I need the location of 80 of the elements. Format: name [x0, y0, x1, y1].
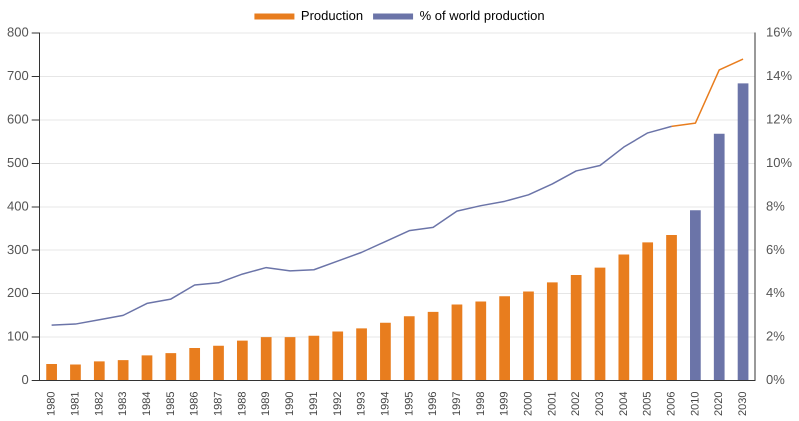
y2-tick-label: 14%: [766, 68, 792, 84]
y-tick-label: 800: [6, 24, 29, 40]
y2-tick-label: 16%: [766, 24, 792, 40]
x-tick-label: 2006: [666, 392, 678, 416]
bar: [499, 296, 510, 380]
bar: [142, 355, 152, 380]
x-tick-label: 1980: [46, 392, 58, 416]
x-tick-label: 1995: [403, 392, 416, 416]
bar: [666, 235, 677, 380]
y2-tick-label: 6%: [766, 242, 786, 257]
y2-tick-label: 2%: [766, 328, 786, 344]
bar: [642, 242, 654, 380]
bar: [70, 364, 81, 380]
x-tick-label: 1993: [356, 392, 368, 416]
x-tick-label: 1989: [260, 392, 272, 416]
y2-tick-label: 4%: [766, 285, 786, 300]
x-tick-label: 1992: [332, 392, 344, 416]
bar: [236, 340, 248, 380]
bar: [284, 337, 296, 380]
bar: [356, 328, 367, 380]
x-tick-label: 2004: [618, 392, 630, 416]
x-tick-label: 1996: [427, 392, 440, 416]
x-tick-label: 1987: [212, 392, 225, 416]
bar: [213, 346, 224, 380]
x-tick-label: 2005: [642, 392, 654, 416]
y-tick-label: 500: [6, 154, 29, 170]
bar: [332, 331, 344, 380]
bar: [714, 134, 725, 380]
bar: [428, 312, 438, 380]
bar: [738, 83, 748, 380]
x-tick-label: 1991: [308, 392, 320, 416]
x-tick-label: 1985: [164, 392, 177, 416]
bar: [570, 274, 582, 380]
x-tick-label: 2030: [737, 392, 750, 416]
x-tick-label: 1990: [284, 392, 296, 416]
y-tick-label: 400: [6, 198, 29, 214]
x-tick-label: 2010: [689, 392, 702, 416]
x-tick-label: 2020: [713, 392, 726, 416]
y-tick-label: 100: [6, 328, 29, 344]
y2-tick-label: 8%: [766, 198, 786, 214]
y2-tick-label: 0%: [766, 372, 786, 388]
x-tick-label: 1983: [117, 392, 130, 416]
x-tick-label: 2001: [546, 392, 558, 416]
y-tick-label: 0: [21, 372, 29, 388]
bar: [452, 304, 462, 380]
bar: [404, 316, 415, 380]
y2-tick-label: 12%: [766, 111, 792, 126]
x-tick-label: 1982: [93, 392, 106, 416]
x-tick-label: 1998: [474, 392, 487, 416]
y2-tick-label: 10%: [766, 154, 792, 170]
x-tick-label: 2003: [594, 392, 606, 416]
bar: [189, 348, 200, 380]
bar: [260, 337, 272, 380]
bar: [46, 364, 57, 380]
y-tick-label: 300: [6, 242, 29, 257]
bar: [308, 336, 320, 380]
bar: [118, 360, 129, 380]
x-tick-label: 1988: [236, 392, 248, 416]
legend-label: Production: [300, 8, 364, 24]
bar: [380, 322, 391, 380]
bar: [475, 301, 486, 380]
bar: [523, 291, 534, 380]
legend-label: % of world production: [420, 8, 545, 24]
y-tick-label: 700: [6, 68, 29, 84]
x-tick-label: 2000: [522, 392, 535, 416]
x-tick-label: 1986: [188, 392, 201, 416]
y-tick-label: 200: [6, 285, 29, 300]
x-tick-label: 1994: [379, 392, 392, 416]
bar: [594, 268, 606, 380]
x-tick-label: 1999: [498, 392, 511, 416]
bar: [618, 254, 630, 380]
bar: [94, 361, 105, 380]
x-tick-label: 1981: [69, 392, 82, 416]
x-tick-label: 1984: [141, 392, 154, 416]
x-tick-label: 2002: [570, 392, 582, 416]
y-tick-label: 600: [6, 111, 29, 126]
x-tick-label: 1997: [450, 392, 463, 416]
bar: [546, 282, 558, 380]
bar: [690, 210, 701, 380]
bar: [165, 353, 176, 380]
